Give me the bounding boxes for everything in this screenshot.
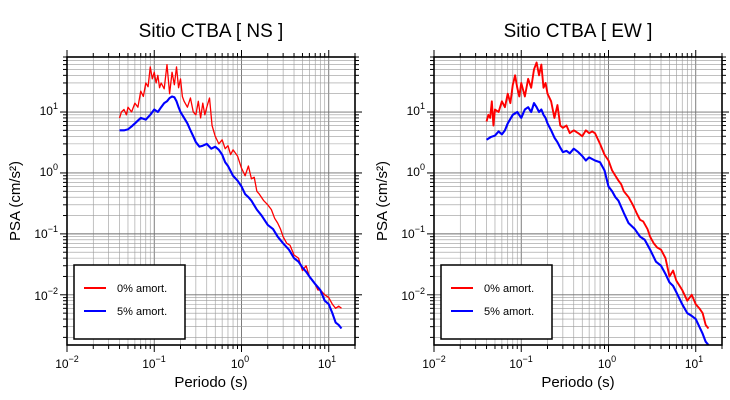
tick-base: 10 — [142, 357, 156, 371]
y-axis-label: PSA (cm/s²) — [7, 161, 24, 241]
x-tick-labels: 10−2 10−1 100 101 — [55, 354, 336, 371]
y-tick-labels: 10−2 10−1 100 101 — [401, 101, 425, 303]
tick-base: 10 — [34, 227, 48, 241]
legend: 0% amort. 5% amort. — [440, 264, 553, 340]
y-tick-labels: 10−2 10−1 100 101 — [34, 101, 58, 303]
series-line-5pct — [119, 95, 343, 330]
x-tick-label: 10−1 — [509, 354, 533, 371]
legend-box — [73, 264, 186, 340]
x-tick-label: 101 — [685, 354, 703, 371]
tick-exponent: 1 — [420, 101, 425, 111]
y-tick-label: 10−2 — [34, 286, 58, 303]
legend-box — [440, 264, 553, 340]
tick-exponent: 0 — [244, 354, 249, 364]
x-tick-label: 100 — [598, 354, 616, 371]
tick-exponent: −2 — [436, 354, 446, 364]
y-tick-label: 10−1 — [34, 224, 58, 241]
tick-base: 10 — [231, 357, 245, 371]
x-tick-label: 10−2 — [55, 354, 79, 371]
series-line-0pct — [118, 63, 342, 309]
tick-base: 10 — [34, 289, 48, 303]
y-tick-label: 100 — [407, 162, 425, 179]
tick-exponent: −1 — [48, 224, 58, 234]
tick-exponent: 0 — [611, 354, 616, 364]
x-tick-label: 10−1 — [142, 354, 166, 371]
legend-label: 5% amort. — [117, 306, 167, 318]
chart-title: Sitio CTBA [ EW ] — [504, 21, 653, 42]
tick-exponent: 0 — [420, 162, 425, 172]
x-tick-label: 10−2 — [422, 354, 446, 371]
tick-exponent: −2 — [415, 286, 425, 296]
tick-base: 10 — [685, 357, 699, 371]
tick-exponent: −2 — [48, 286, 58, 296]
legend-label: 0% amort. — [484, 283, 534, 295]
legend-label: 5% amort. — [484, 306, 534, 318]
tick-base: 10 — [509, 357, 523, 371]
y-tick-label: 10−2 — [401, 286, 425, 303]
chart-panel-ns: Sitio CTBA [ NS ] 10−2 10−1 100 101 10−2… — [7, 21, 362, 391]
tick-exponent: −1 — [523, 354, 533, 364]
axis-ticks — [427, 50, 729, 352]
tick-base: 10 — [422, 357, 436, 371]
y-axis-label: PSA (cm/s²) — [374, 161, 391, 241]
tick-exponent: 0 — [53, 162, 58, 172]
chart-panel-ew: Sitio CTBA [ EW ] 10−2 10−1 100 101 10−2… — [374, 21, 729, 391]
tick-base: 10 — [40, 165, 54, 179]
tick-exponent: 1 — [331, 354, 336, 364]
x-tick-label: 100 — [231, 354, 249, 371]
tick-exponent: −1 — [415, 224, 425, 234]
chart-title: Sitio CTBA [ NS ] — [139, 21, 284, 42]
x-tick-labels: 10−2 10−1 100 101 — [422, 354, 703, 371]
y-tick-label: 101 — [40, 101, 58, 118]
y-tick-label: 101 — [407, 101, 425, 118]
plot-lines — [118, 63, 343, 330]
plot-frame — [433, 56, 723, 346]
tick-exponent: 1 — [53, 101, 58, 111]
tick-exponent: −1 — [156, 354, 166, 364]
tick-base: 10 — [401, 289, 415, 303]
series-line-5pct — [485, 102, 710, 346]
series-line-0pct — [485, 61, 710, 330]
plot-frame — [66, 56, 356, 346]
x-axis-label: Periodo (s) — [174, 374, 247, 391]
tick-base: 10 — [407, 104, 421, 118]
y-tick-label: 10−1 — [401, 224, 425, 241]
x-tick-label: 101 — [318, 354, 336, 371]
tick-base: 10 — [40, 104, 54, 118]
tick-base: 10 — [318, 357, 332, 371]
tick-base: 10 — [401, 227, 415, 241]
tick-base: 10 — [598, 357, 612, 371]
y-tick-label: 100 — [40, 162, 58, 179]
grid — [66, 56, 356, 345]
plot-lines — [485, 61, 710, 346]
axis-ticks — [60, 50, 362, 352]
legend: 0% amort. 5% amort. — [73, 264, 186, 340]
tick-exponent: −2 — [69, 354, 79, 364]
tick-base: 10 — [407, 165, 421, 179]
x-axis-label: Periodo (s) — [541, 374, 614, 391]
tick-base: 10 — [55, 357, 69, 371]
grid — [433, 56, 723, 345]
tick-exponent: 1 — [698, 354, 703, 364]
legend-label: 0% amort. — [117, 283, 167, 295]
